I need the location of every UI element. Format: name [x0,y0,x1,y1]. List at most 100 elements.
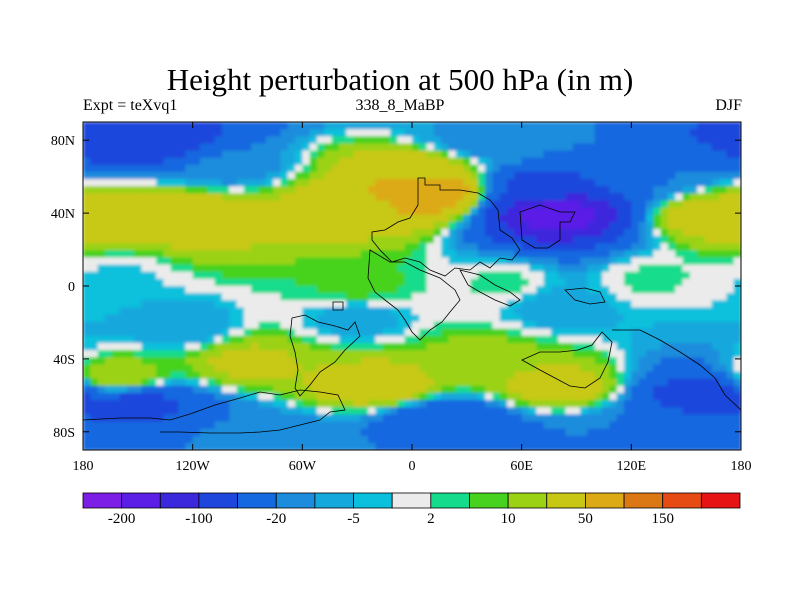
field-cell [104,136,113,144]
field-cell [126,157,135,166]
field-cell [148,186,157,194]
field-cell [199,186,208,194]
field-cell [368,385,377,394]
field-cell [441,400,450,408]
field-cell [375,328,384,337]
field-cell [83,236,91,244]
field-cell [594,328,603,337]
field-cell [528,122,537,130]
field-cell [419,335,428,344]
field-cell [624,171,632,180]
field-cell [243,271,252,280]
field-cell [426,428,435,437]
field-cell [302,171,311,180]
field-cell [631,271,640,280]
field-cell [697,207,706,216]
field-cell [375,400,384,408]
field-cell [229,193,238,202]
field-cell [572,435,581,444]
field-cell [602,392,610,401]
field-cell [528,186,537,194]
field-cell [660,228,669,237]
field-cell [660,300,669,308]
field-cell [214,385,223,394]
field-cell [251,186,260,194]
field-cell [251,300,260,308]
field-cell [477,250,486,259]
field-cell [602,435,610,444]
field-cell [134,407,143,415]
field-cell [316,150,325,159]
field-cell [141,392,150,401]
field-cell [119,129,128,137]
field-cell [441,278,450,287]
field-cell [485,321,494,330]
field-cell [653,435,662,444]
field-cell [499,136,508,144]
field-cell [448,243,457,251]
field-cell [353,321,362,330]
field-cell [675,264,684,273]
field-cell [477,371,486,380]
colorbar-swatch [391,492,432,509]
field-cell [331,400,340,408]
field-cell [221,243,230,251]
field-cell [112,214,121,223]
field-cell [236,257,245,266]
field-cell [214,286,223,294]
field-cell [236,335,245,344]
field-cell [199,243,208,251]
field-cell [90,136,99,144]
field-cell [112,442,121,450]
field-cell [602,300,610,308]
field-cell [331,136,340,144]
field-cell [368,300,377,308]
field-cell [426,314,435,323]
field-cell [156,257,165,266]
field-cell [185,314,194,323]
field-cell [470,442,479,450]
field-cell [368,278,377,287]
field-cell [550,257,559,266]
field-cell [433,350,442,358]
field-cell [192,243,201,251]
field-cell [156,357,165,366]
field-cell [214,164,223,173]
field-cell [536,421,545,430]
field-cell [514,214,523,223]
field-cell [265,136,274,144]
field-cell [199,435,208,444]
field-cell [645,364,654,373]
field-cell [397,186,406,194]
field-cell [711,228,720,237]
field-cell [433,236,442,244]
field-cell [134,143,143,152]
field-cell [631,321,640,330]
field-cell [302,179,311,187]
field-cell [126,264,135,273]
field-cell [338,271,347,280]
field-cell [156,407,165,415]
field-cell [645,350,654,358]
field-cell [331,364,340,373]
field-cell [390,157,398,166]
field-cell [594,200,603,209]
field-cell [221,200,230,209]
field-cell [199,164,208,173]
field-cell [426,442,435,450]
field-cell [295,243,303,251]
field-cell [543,221,552,230]
field-cell [104,122,113,130]
field-cell [558,186,567,194]
field-cell [499,300,508,308]
field-cell [368,207,377,216]
colorbar-swatch [623,492,664,509]
field-cell [536,357,545,366]
field-cell [83,157,91,166]
field-cell [126,143,135,152]
field-cell [192,257,201,266]
field-cell [251,350,260,358]
field-cell [156,186,165,194]
field-cell [178,257,186,266]
field-cell [273,171,281,180]
